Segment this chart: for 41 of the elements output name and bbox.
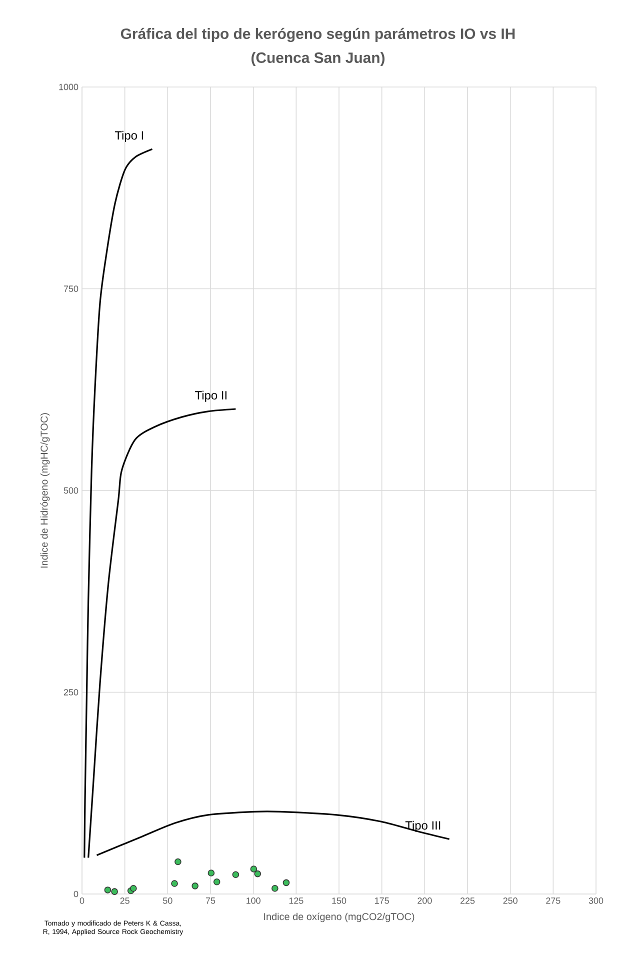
x-tick-label: 300 (588, 898, 604, 904)
x-tick-label: 150 (332, 898, 346, 904)
x-tick-label: 100 (246, 898, 260, 904)
x-tick-label: 225 (460, 898, 475, 904)
point (254, 870, 262, 878)
line-series (96, 810, 450, 856)
x-tick-label: 25 (120, 898, 130, 904)
x-tick-label: 250 (503, 898, 518, 904)
point (171, 880, 178, 887)
point (192, 882, 198, 890)
point (111, 888, 118, 895)
point (282, 879, 290, 886)
y-tick-label: 750 (64, 286, 78, 292)
x-tick-label: 0 (80, 898, 84, 904)
chart-subtitle: (Cuenca San Juan) (251, 52, 385, 66)
x-tick-label: 275 (546, 898, 560, 904)
y-tick-label: 0 (74, 890, 78, 898)
chart-title: Gráfica del tipo de kerógeno según parámetros IO vs IH (120, 28, 515, 42)
x-tick-label: 125 (289, 898, 304, 904)
series-label: Tipo III (405, 820, 440, 832)
point (104, 886, 112, 894)
line-series (84, 148, 154, 858)
y-axis-title: Indice de Hidrógeno (mgHC/gTOC) (40, 413, 50, 568)
x-tick-label: 200 (418, 898, 432, 904)
point (232, 871, 240, 878)
x-tick-label: 50 (163, 898, 172, 904)
line-series (88, 408, 236, 858)
x-axis-title: Indice de oxígeno (mgCO2/gTOC) (264, 912, 414, 922)
x-tick-label: 75 (206, 898, 216, 904)
y-tick-label: 1000 (59, 84, 78, 90)
point (213, 878, 220, 886)
y-tick-label: 500 (64, 487, 78, 494)
point (272, 884, 278, 892)
series-label: Tipo I (114, 130, 144, 142)
x-tick-label: 175 (375, 898, 389, 904)
point (174, 858, 182, 866)
y-tick-label: 250 (64, 689, 78, 696)
point (130, 884, 137, 892)
point (250, 866, 258, 872)
point (208, 870, 215, 876)
series-label: Tipo II (195, 390, 226, 402)
